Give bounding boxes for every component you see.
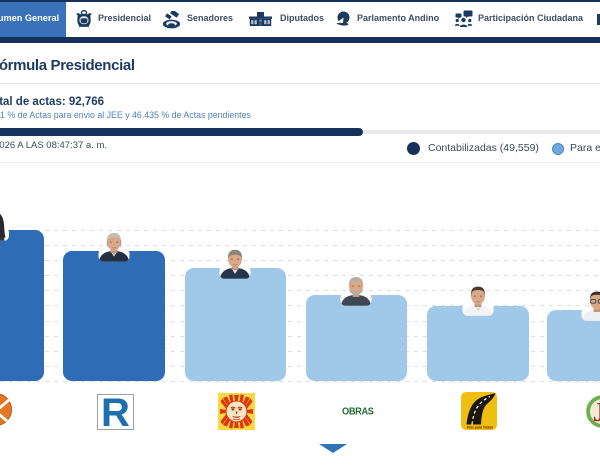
- svg-text:J: J: [592, 397, 600, 427]
- svg-text:OBRAS: OBRAS: [342, 406, 374, 417]
- svg-text:R: R: [101, 394, 130, 430]
- svg-text:País para Todos: País para Todos: [467, 425, 493, 429]
